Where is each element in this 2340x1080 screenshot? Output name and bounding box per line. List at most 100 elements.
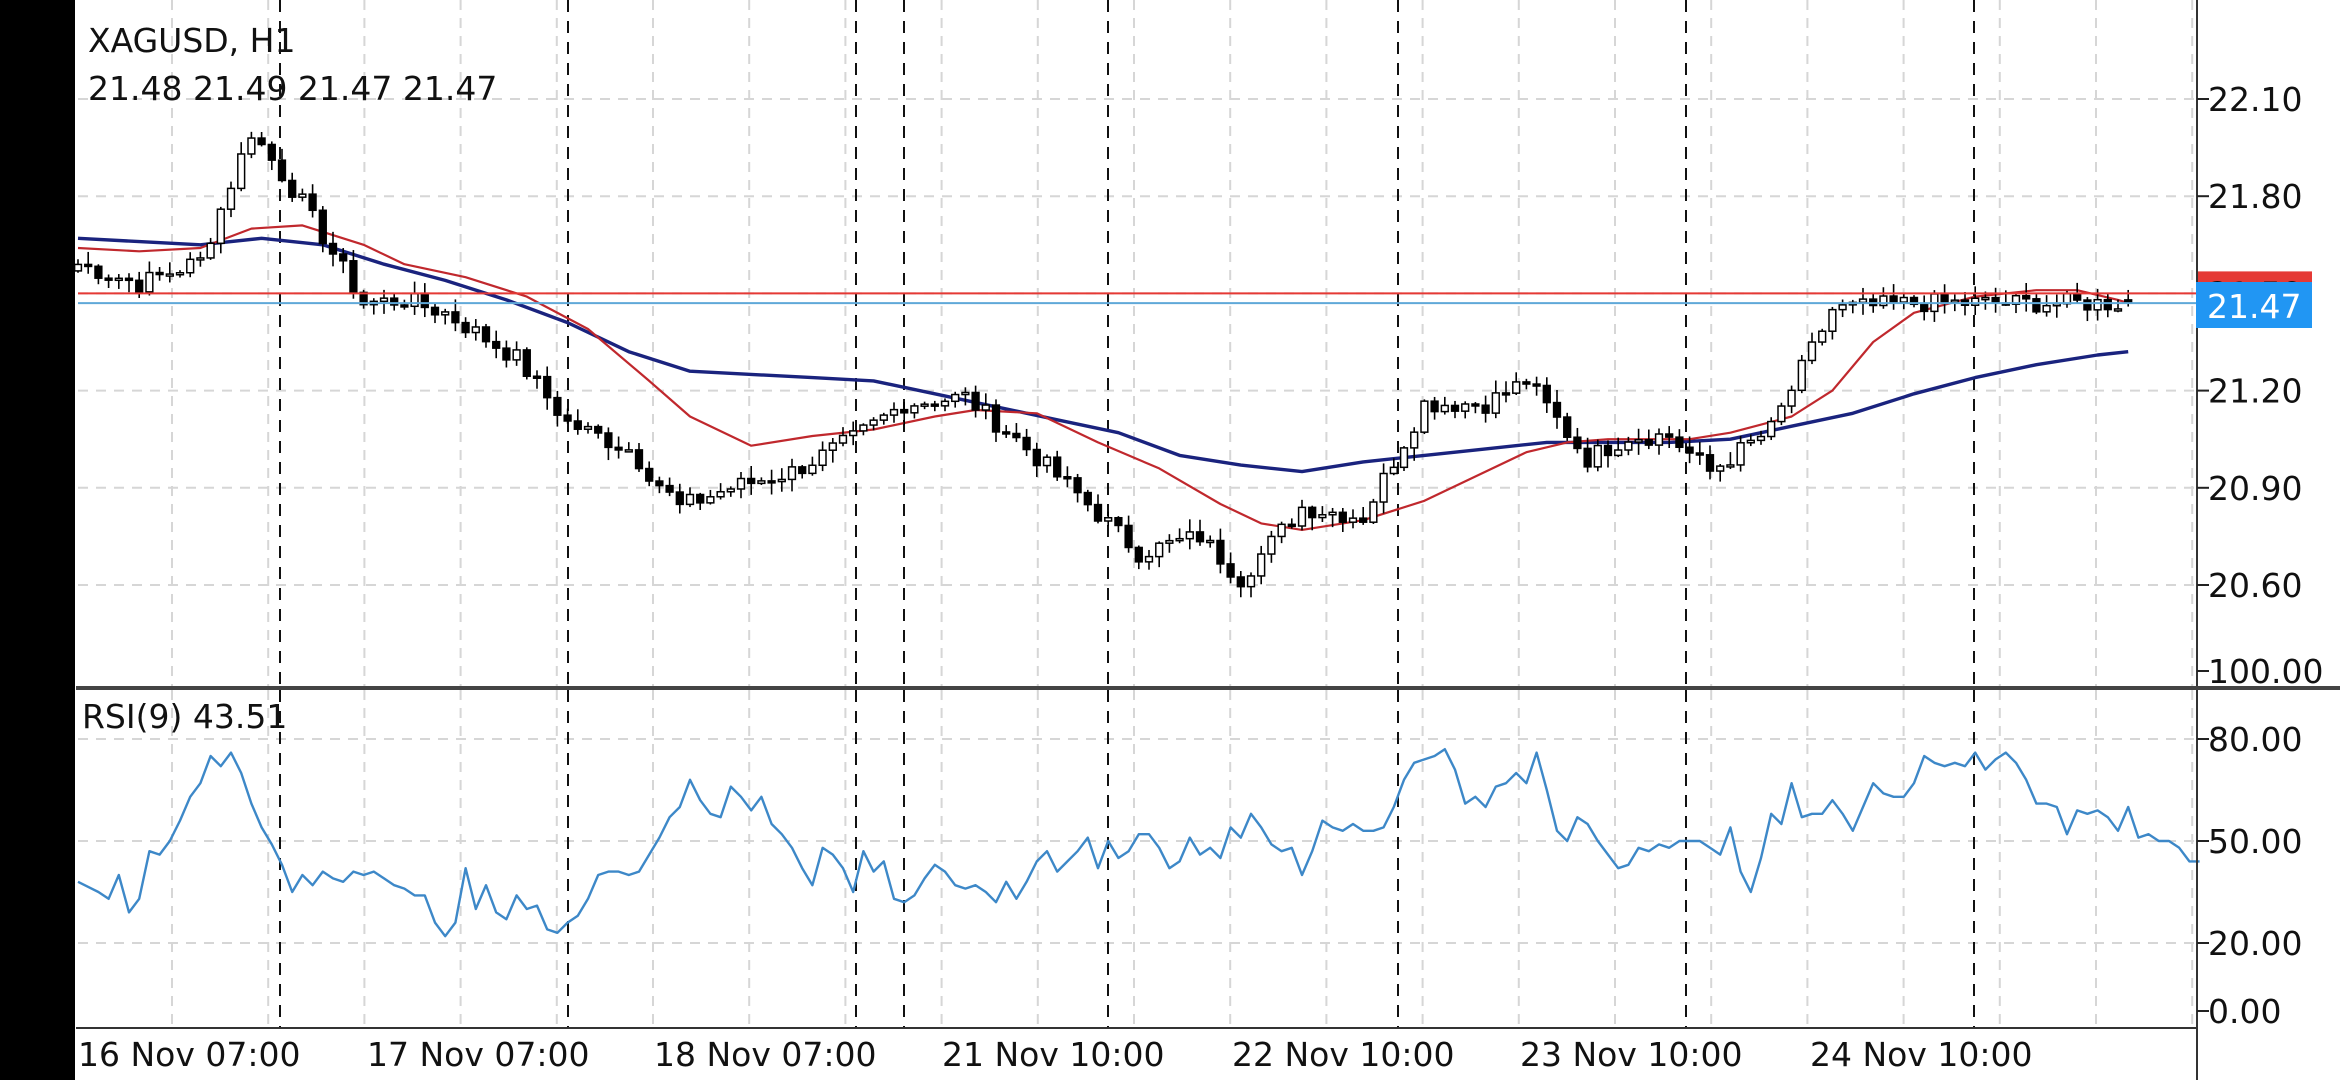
- candle: [1532, 376, 1541, 396]
- candle: [971, 385, 980, 418]
- candle-body: [879, 414, 888, 421]
- candle-body: [1359, 517, 1368, 523]
- candle: [1359, 506, 1368, 525]
- rsi-tick-label: 100.00: [2208, 652, 2323, 691]
- candle-body: [1053, 456, 1062, 478]
- candle-body: [665, 484, 674, 493]
- rsi-layer: [77, 748, 2200, 938]
- candle: [73, 259, 83, 273]
- candle-body: [981, 404, 990, 411]
- candle: [645, 461, 654, 487]
- candle-body: [1185, 531, 1194, 540]
- candle: [1216, 528, 1225, 574]
- candle: [920, 401, 929, 410]
- candle: [1185, 519, 1194, 550]
- candle: [1032, 442, 1041, 477]
- candle: [1267, 530, 1276, 563]
- candle-body: [257, 137, 266, 146]
- candle: [951, 391, 960, 408]
- candle: [1685, 436, 1694, 464]
- candle-body: [1379, 472, 1388, 503]
- candle: [532, 370, 542, 389]
- candle-body: [930, 403, 939, 407]
- candle: [1022, 428, 1031, 457]
- candle-body: [685, 493, 695, 506]
- candle: [1512, 372, 1521, 395]
- candle: [165, 262, 174, 283]
- time-tick-label: 16 Nov 07:00: [78, 1035, 300, 1074]
- candle-body: [838, 434, 848, 444]
- current-price-label: 21.47: [2207, 287, 2301, 326]
- candle: [808, 456, 817, 476]
- candle-body: [1593, 444, 1602, 468]
- candle: [1287, 518, 1296, 529]
- candle-body: [1858, 298, 1868, 304]
- candle: [267, 141, 276, 171]
- candle: [655, 476, 664, 494]
- candle: [226, 181, 236, 218]
- candle: [94, 264, 103, 285]
- candle: [1981, 291, 1990, 310]
- candle-body: [1552, 401, 1562, 418]
- candle-body: [614, 446, 623, 451]
- candle: [1440, 396, 1449, 415]
- candle: [2083, 297, 2092, 322]
- candle-body: [277, 159, 287, 182]
- candle: [583, 422, 593, 434]
- candle-body: [798, 466, 807, 475]
- price-tick-label: 21.20: [2208, 372, 2302, 411]
- candle-body: [441, 311, 450, 316]
- candle-body: [492, 340, 501, 349]
- candle-body: [502, 347, 511, 361]
- candle-body: [288, 179, 297, 198]
- candle-body: [2093, 298, 2102, 311]
- ma-slow-line: [77, 236, 2129, 474]
- candle-body: [1410, 431, 1419, 449]
- candle: [1348, 509, 1358, 529]
- candle: [1104, 511, 1113, 526]
- candle: [1002, 425, 1011, 438]
- candle-body: [206, 242, 215, 259]
- candle-body: [328, 242, 338, 255]
- candle: [1297, 499, 1307, 531]
- candle: [1797, 354, 1806, 394]
- candle: [1787, 385, 1796, 414]
- candle-body: [339, 253, 348, 262]
- candle-body: [747, 477, 756, 485]
- candle: [1165, 534, 1174, 553]
- candle-body: [349, 260, 358, 294]
- candle-body: [808, 464, 817, 475]
- candle: [1155, 541, 1164, 568]
- candle-body: [124, 277, 134, 282]
- candle-body: [1756, 435, 1766, 442]
- candle-body: [563, 414, 572, 422]
- candle-body: [1277, 523, 1286, 538]
- candle-body: [1899, 296, 1908, 303]
- candle: [257, 132, 266, 147]
- candle-body: [1542, 384, 1551, 404]
- candle-body: [1257, 553, 1266, 577]
- time-tick-label: 23 Nov 10:00: [1520, 1035, 1742, 1074]
- candle-body: [1083, 491, 1092, 506]
- candle-body: [135, 279, 144, 293]
- candle: [961, 387, 970, 406]
- candle-body: [267, 143, 276, 161]
- candle: [1858, 287, 1868, 315]
- candle: [543, 366, 552, 410]
- candle-body: [1369, 501, 1378, 523]
- candle: [1236, 571, 1245, 598]
- candle-body: [2022, 294, 2031, 300]
- candle-body: [512, 349, 521, 361]
- candle: [1603, 440, 1613, 468]
- candle-body: [1767, 420, 1776, 438]
- candle-body: [1818, 330, 1827, 343]
- candle-body: [624, 449, 633, 453]
- candle: [1012, 423, 1021, 443]
- candle: [512, 341, 521, 366]
- candle-body: [828, 442, 837, 451]
- candle-body: [1787, 389, 1796, 407]
- candle-body: [1879, 295, 1888, 307]
- candle-body: [1909, 296, 1919, 306]
- candle-body: [1093, 503, 1103, 522]
